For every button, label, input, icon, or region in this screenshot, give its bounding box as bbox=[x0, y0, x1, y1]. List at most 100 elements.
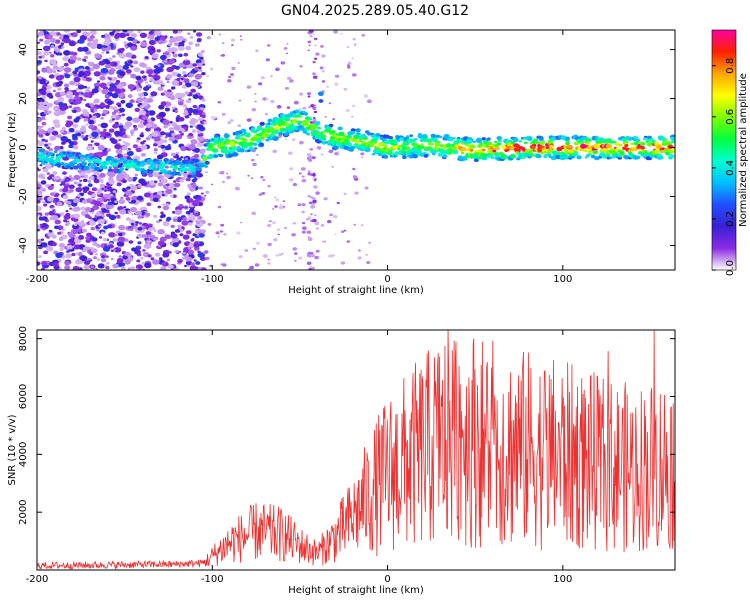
heatmap-cell bbox=[200, 229, 207, 234]
heatmap-cell bbox=[227, 121, 232, 125]
heatmap-cell bbox=[141, 262, 146, 265]
heatmap-cell bbox=[204, 250, 209, 254]
heatmap-cell bbox=[154, 180, 158, 183]
heatmap-cell bbox=[166, 216, 172, 221]
heatmap-cell bbox=[265, 138, 270, 142]
heatmap-cell bbox=[168, 43, 173, 47]
heatmap-cell bbox=[96, 43, 103, 50]
heatmap-cell bbox=[69, 207, 73, 210]
heatmap-cell bbox=[37, 186, 41, 190]
heatmap-cell bbox=[95, 42, 99, 45]
heatmap-cell bbox=[76, 57, 82, 61]
heatmap-cell bbox=[124, 45, 128, 48]
heatmap-cell bbox=[294, 252, 298, 255]
heatmap-cell bbox=[91, 131, 99, 138]
heatmap-cell bbox=[93, 166, 100, 172]
heatmap-cell bbox=[314, 178, 317, 181]
heatmap-cell bbox=[93, 109, 98, 112]
heatmap-cell bbox=[108, 244, 114, 249]
heatmap-cell bbox=[160, 266, 167, 270]
heatmap-cell bbox=[111, 106, 118, 111]
heatmap-cell bbox=[313, 214, 317, 217]
heatmap-cell bbox=[46, 92, 53, 98]
heatmap-cell bbox=[343, 87, 348, 91]
heatmap-cell bbox=[176, 115, 181, 118]
heatmap-cell bbox=[178, 250, 182, 253]
heatmap-cell bbox=[412, 154, 419, 159]
heatmap-cell bbox=[93, 171, 100, 176]
heatmap-cell bbox=[506, 142, 512, 147]
heatmap-cell bbox=[99, 75, 106, 81]
heatmap-cell bbox=[121, 187, 127, 192]
heatmap-cell bbox=[160, 54, 167, 61]
heatmap-cell bbox=[125, 69, 132, 74]
heatmap-cell bbox=[336, 201, 340, 205]
heatmap-cell bbox=[351, 57, 355, 60]
heatmap-cell bbox=[460, 147, 467, 152]
heatmap-cell bbox=[320, 153, 324, 156]
heatmap-cell bbox=[174, 182, 181, 188]
heatmap-cell bbox=[41, 188, 47, 192]
heatmap-cell bbox=[272, 136, 279, 142]
heatmap-cell bbox=[100, 122, 108, 129]
heatmap-cell bbox=[346, 46, 350, 49]
heatmap-cell bbox=[145, 56, 149, 59]
heatmap-cell bbox=[221, 112, 226, 116]
heatmap-cell bbox=[81, 199, 88, 204]
heatmap-cell bbox=[241, 138, 248, 143]
heatmap-cell bbox=[101, 34, 106, 38]
heatmap-cell bbox=[113, 247, 122, 253]
heatmap-cell bbox=[62, 140, 67, 144]
heatmap-cell bbox=[533, 138, 539, 143]
heatmap-cell bbox=[402, 155, 407, 160]
heatmap-cell bbox=[237, 62, 240, 64]
heatmap-cell bbox=[59, 183, 63, 186]
heatmap-cell bbox=[154, 30, 162, 36]
heatmap-cell bbox=[88, 159, 92, 163]
heatmap-cell bbox=[39, 164, 43, 167]
heatmap-cell bbox=[187, 110, 193, 114]
heatmap-cell bbox=[306, 119, 310, 123]
heatmap-cell bbox=[189, 35, 194, 39]
heatmap-cell bbox=[125, 102, 133, 109]
heatmap-cell bbox=[285, 52, 289, 55]
heatmap-cell bbox=[251, 158, 255, 162]
heatmap-cell bbox=[100, 231, 105, 235]
heatmap-cell bbox=[56, 201, 63, 206]
heatmap-cell bbox=[120, 99, 126, 104]
heatmap-cell bbox=[184, 157, 188, 161]
heatmap-cell bbox=[73, 213, 81, 219]
heatmap-cell bbox=[73, 223, 78, 227]
heatmap-cell bbox=[37, 76, 43, 80]
heatmap-cell bbox=[423, 154, 428, 158]
heatmap-cell bbox=[388, 149, 393, 153]
heatmap-cell bbox=[278, 132, 283, 136]
heatmap-cell bbox=[352, 104, 356, 108]
heatmap-cell bbox=[306, 261, 312, 265]
heatmap-cell bbox=[81, 161, 87, 167]
heatmap-cell bbox=[131, 199, 137, 204]
heatmap-cell bbox=[326, 85, 329, 88]
heatmap-cell bbox=[320, 44, 324, 48]
heatmap-cell bbox=[64, 73, 71, 79]
heatmap-cell bbox=[350, 128, 356, 132]
heatmap-cell bbox=[184, 114, 190, 119]
heatmap-cell bbox=[56, 134, 62, 139]
heatmap-cell bbox=[445, 143, 452, 148]
heatmap-cell bbox=[99, 82, 107, 89]
heatmap-cell bbox=[98, 236, 103, 239]
heatmap-cell bbox=[163, 59, 168, 63]
heatmap-cell bbox=[182, 251, 187, 255]
heatmap-cell bbox=[37, 261, 41, 266]
heatmap-cell bbox=[137, 215, 142, 219]
heatmap-cell bbox=[322, 135, 327, 138]
heatmap-cell bbox=[142, 115, 149, 121]
heatmap-cell bbox=[174, 42, 179, 46]
heatmap-cell bbox=[185, 177, 191, 182]
heatmap-cell bbox=[153, 136, 161, 142]
heatmap-cell bbox=[49, 54, 55, 58]
heatmap-cell bbox=[127, 36, 133, 41]
heatmap-cell bbox=[306, 153, 312, 157]
heatmap-cell bbox=[143, 97, 146, 100]
heatmap-cell bbox=[640, 146, 645, 150]
